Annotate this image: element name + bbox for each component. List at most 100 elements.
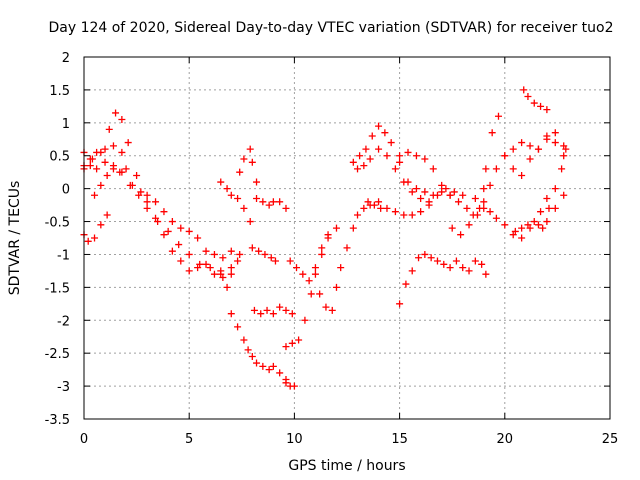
data-point bbox=[404, 148, 412, 156]
data-point bbox=[459, 264, 467, 272]
data-point bbox=[478, 260, 486, 268]
data-point bbox=[227, 191, 235, 199]
data-series bbox=[80, 109, 235, 281]
data-point bbox=[328, 306, 336, 314]
data-series bbox=[91, 165, 124, 199]
data-point bbox=[360, 204, 368, 212]
data-point bbox=[440, 260, 448, 268]
data-point bbox=[551, 185, 559, 193]
data-point bbox=[267, 254, 275, 262]
y-axis-title: SDTVAR / TECUs bbox=[7, 181, 23, 296]
data-point bbox=[91, 234, 99, 242]
data-point bbox=[109, 165, 117, 173]
data-point bbox=[471, 257, 479, 265]
data-point bbox=[276, 198, 284, 206]
data-point bbox=[360, 162, 368, 170]
data-point bbox=[537, 208, 545, 216]
data-point bbox=[240, 155, 248, 163]
data-point bbox=[526, 142, 534, 150]
data-point bbox=[383, 152, 391, 160]
data-point bbox=[305, 277, 313, 285]
data-point bbox=[259, 362, 267, 370]
data-point bbox=[269, 198, 277, 206]
data-point bbox=[118, 116, 126, 124]
data-point bbox=[295, 336, 303, 344]
data-point bbox=[543, 106, 551, 114]
data-point bbox=[185, 250, 193, 258]
data-point bbox=[261, 250, 269, 258]
data-point bbox=[160, 231, 168, 239]
data-point bbox=[501, 221, 509, 229]
data-point bbox=[457, 231, 465, 239]
data-point bbox=[417, 208, 425, 216]
data-point bbox=[217, 178, 225, 186]
data-point bbox=[469, 211, 477, 219]
data-point bbox=[227, 247, 235, 255]
data-points bbox=[80, 86, 570, 390]
data-point bbox=[421, 250, 429, 258]
y-tick-label: 1.5 bbox=[49, 84, 70, 99]
data-point bbox=[152, 198, 160, 206]
data-point bbox=[518, 224, 526, 232]
data-point bbox=[223, 283, 231, 291]
data-point bbox=[282, 343, 290, 351]
data-point bbox=[429, 165, 437, 173]
data-point bbox=[177, 257, 185, 265]
data-point bbox=[227, 310, 235, 318]
data-point bbox=[446, 264, 454, 272]
y-tick-label: -3 bbox=[57, 380, 70, 395]
data-point bbox=[509, 145, 517, 153]
data-point bbox=[265, 201, 273, 209]
data-point bbox=[86, 162, 94, 170]
data-point bbox=[408, 267, 416, 275]
data-point bbox=[288, 339, 296, 347]
data-point bbox=[400, 211, 408, 219]
data-point bbox=[362, 145, 370, 153]
data-point bbox=[293, 264, 301, 272]
y-tick-label: -1 bbox=[57, 248, 70, 263]
data-point bbox=[354, 211, 362, 219]
data-point bbox=[236, 250, 244, 258]
data-point bbox=[234, 257, 242, 265]
data-point bbox=[265, 366, 273, 374]
data-point bbox=[408, 188, 416, 196]
data-point bbox=[109, 142, 117, 150]
data-point bbox=[402, 280, 410, 288]
data-point bbox=[442, 185, 450, 193]
data-point bbox=[368, 132, 376, 140]
data-point bbox=[526, 155, 534, 163]
data-point bbox=[370, 201, 378, 209]
data-point bbox=[253, 359, 261, 367]
data-series bbox=[286, 231, 332, 285]
data-point bbox=[534, 145, 542, 153]
data-series bbox=[364, 198, 433, 219]
data-point bbox=[276, 303, 284, 311]
data-point bbox=[175, 241, 183, 249]
data-point bbox=[202, 260, 210, 268]
y-tick-label: -2 bbox=[57, 314, 70, 329]
data-point bbox=[124, 139, 132, 147]
data-point bbox=[227, 264, 235, 272]
data-point bbox=[412, 185, 420, 193]
data-point bbox=[539, 224, 547, 232]
data-point bbox=[448, 224, 456, 232]
data-point bbox=[488, 129, 496, 137]
data-point bbox=[421, 188, 429, 196]
data-point bbox=[91, 191, 99, 199]
data-point bbox=[364, 198, 372, 206]
data-point bbox=[486, 181, 494, 189]
y-tick-label: 0 bbox=[62, 183, 70, 198]
y-tick-label: -0.5 bbox=[45, 216, 70, 231]
data-series bbox=[520, 86, 551, 114]
data-point bbox=[530, 218, 538, 226]
data-point bbox=[234, 195, 242, 203]
data-point bbox=[202, 247, 210, 255]
data-point bbox=[118, 148, 126, 156]
y-tick-label: 2 bbox=[62, 51, 70, 66]
x-tick-label: 20 bbox=[497, 432, 514, 447]
data-point bbox=[375, 122, 383, 130]
data-point bbox=[421, 155, 429, 163]
data-point bbox=[286, 257, 294, 265]
data-point bbox=[356, 152, 364, 160]
data-point bbox=[518, 234, 526, 242]
